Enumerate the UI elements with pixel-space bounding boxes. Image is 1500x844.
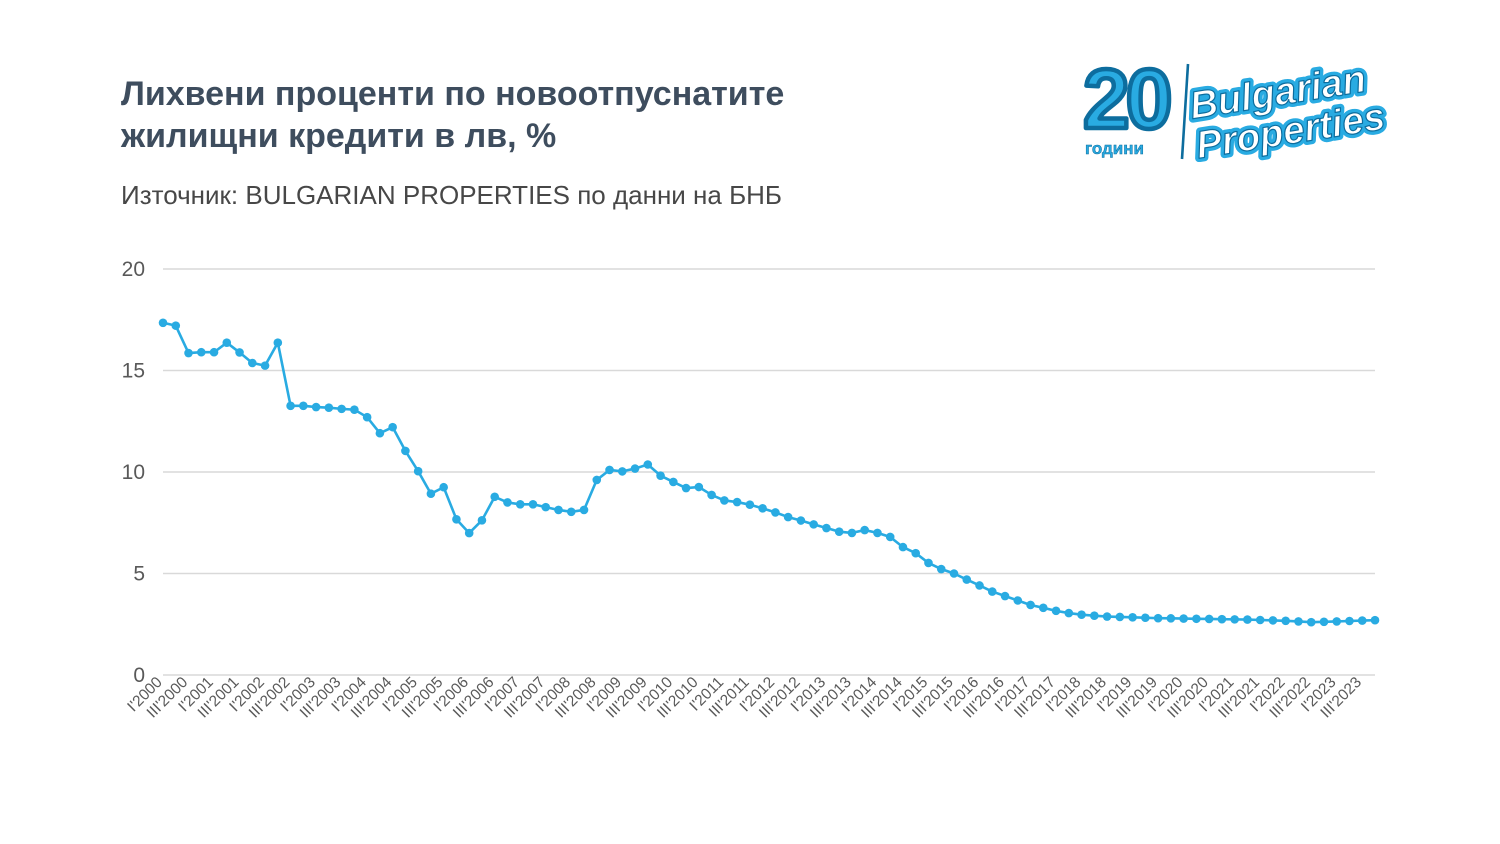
svg-text:5: 5 <box>133 563 145 586</box>
svg-text:20: 20 <box>122 258 145 281</box>
svg-text:15: 15 <box>122 360 145 383</box>
svg-text:10: 10 <box>122 461 145 484</box>
